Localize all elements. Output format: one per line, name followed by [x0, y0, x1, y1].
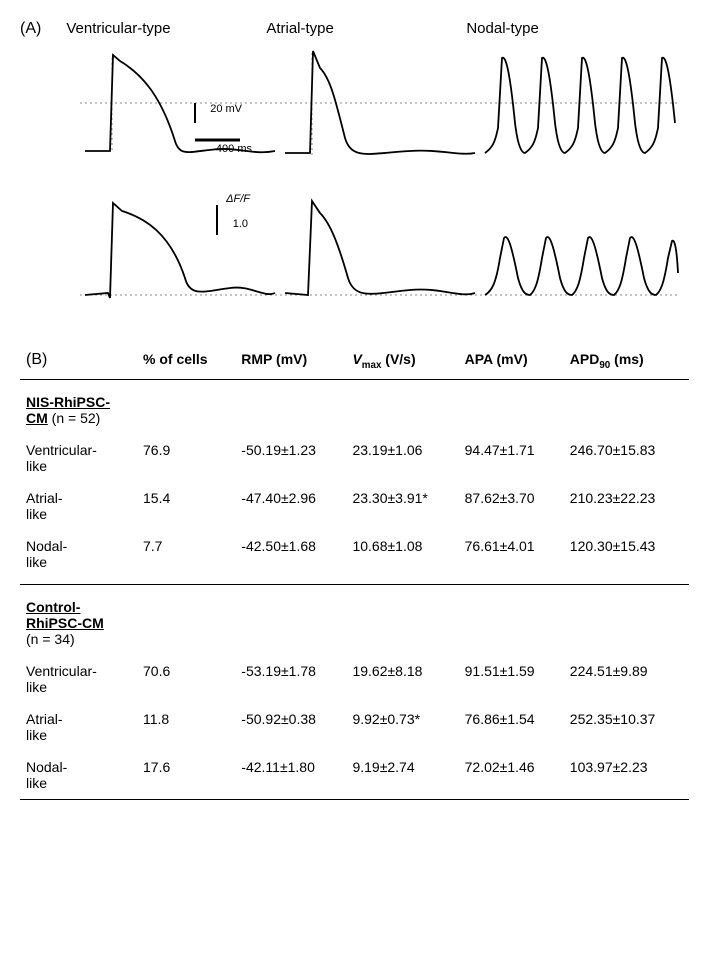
atrial-ap-trace	[280, 43, 480, 173]
cell-type: Atrial-like	[20, 703, 137, 751]
ventricular-ap-trace: 20 mV 400 ms	[80, 43, 280, 173]
cell-value: -50.19±1.23	[235, 434, 346, 482]
header-pct: % of cells	[137, 343, 235, 379]
cell-value: 87.62±3.70	[459, 482, 564, 530]
table-row: Nodal-like17.6-42.11±1.809.19±2.7472.02±…	[20, 751, 689, 800]
table-row: Atrial-like11.8-50.92±0.389.92±0.73*76.8…	[20, 703, 689, 751]
ventricular-df-trace: ΔF/F 1.0	[80, 183, 280, 313]
cell-value: 19.62±8.18	[346, 655, 458, 703]
scale-mv-label: 20 mV	[210, 103, 242, 115]
cell-value: 23.19±1.06	[346, 434, 458, 482]
df-trace-row: ΔF/F 1.0	[80, 183, 689, 313]
cell-value: -42.50±1.68	[235, 530, 346, 585]
table-row: Ventricular-like76.9-50.19±1.2323.19±1.0…	[20, 434, 689, 482]
cell-type: Nodal-like	[20, 751, 137, 800]
table-row: Atrial-like15.4-47.40±2.9623.30±3.91*87.…	[20, 482, 689, 530]
cell-value: -50.92±0.38	[235, 703, 346, 751]
cell-value: 76.86±1.54	[459, 703, 564, 751]
cell-value: -42.11±1.80	[235, 751, 346, 800]
col-header-ventricular: Ventricular-type	[66, 20, 266, 37]
cell-value: 76.9	[137, 434, 235, 482]
cell-value: 94.47±1.71	[459, 434, 564, 482]
group-header: Control-RhiPSC-CM(n = 34)	[20, 584, 689, 655]
cell-type: Nodal-like	[20, 530, 137, 585]
panel-b-label: (B)	[26, 351, 47, 368]
panel-a-column-headers: Ventricular-type Atrial-type Nodal-type	[66, 20, 666, 37]
scale-time-label: 400 ms	[216, 143, 252, 155]
col-header-nodal: Nodal-type	[466, 20, 666, 37]
df-val: 1.0	[233, 218, 248, 230]
cell-value: 10.68±1.08	[346, 530, 458, 585]
cell-type: Ventricular-like	[20, 655, 137, 703]
cell-type: Atrial-like	[20, 482, 137, 530]
cell-value: 15.4	[137, 482, 235, 530]
cell-value: 23.30±3.91*	[346, 482, 458, 530]
ap-trace-row: 20 mV 400 ms	[80, 43, 689, 173]
table-row: Ventricular-like70.6-53.19±1.7819.62±8.1…	[20, 655, 689, 703]
cell-value: 120.30±15.43	[564, 530, 689, 585]
cell-value: -53.19±1.78	[235, 655, 346, 703]
group-header: NIS-RhiPSC-CM (n = 52)	[20, 379, 689, 434]
cell-value: 70.6	[137, 655, 235, 703]
cell-value: 11.8	[137, 703, 235, 751]
electrophysiology-table: (B) % of cells RMP (mV) Vmax (V/s) APA (…	[20, 343, 689, 800]
cell-value: 252.35±10.37	[564, 703, 689, 751]
header-vmax: Vmax (V/s)	[346, 343, 458, 379]
cell-value: 210.23±22.23	[564, 482, 689, 530]
cell-value: 9.19±2.74	[346, 751, 458, 800]
header-apd90: APD90 (ms)	[564, 343, 689, 379]
header-apa: APA (mV)	[459, 343, 564, 379]
header-rmp: RMP (mV)	[235, 343, 346, 379]
df-label: ΔF/F	[226, 193, 250, 205]
nodal-ap-trace	[480, 43, 680, 173]
cell-value: 103.97±2.23	[564, 751, 689, 800]
cell-value: 7.7	[137, 530, 235, 585]
col-header-atrial: Atrial-type	[266, 20, 466, 37]
panel-b: (B) % of cells RMP (mV) Vmax (V/s) APA (…	[20, 343, 689, 800]
nodal-df-trace	[480, 183, 680, 313]
cell-value: 17.6	[137, 751, 235, 800]
cell-value: 91.51±1.59	[459, 655, 564, 703]
table-row: Nodal-like7.7-42.50±1.6810.68±1.0876.61±…	[20, 530, 689, 585]
panel-a-label: (A)	[20, 20, 41, 38]
cell-value: -47.40±2.96	[235, 482, 346, 530]
cell-value: 72.02±1.46	[459, 751, 564, 800]
cell-value: 224.51±9.89	[564, 655, 689, 703]
cell-type: Ventricular-like	[20, 434, 137, 482]
cell-value: 9.92±0.73*	[346, 703, 458, 751]
cell-value: 76.61±4.01	[459, 530, 564, 585]
cell-value: 246.70±15.83	[564, 434, 689, 482]
panel-a: (A) Ventricular-type Atrial-type Nodal-t…	[20, 20, 689, 313]
atrial-df-trace	[280, 183, 480, 313]
